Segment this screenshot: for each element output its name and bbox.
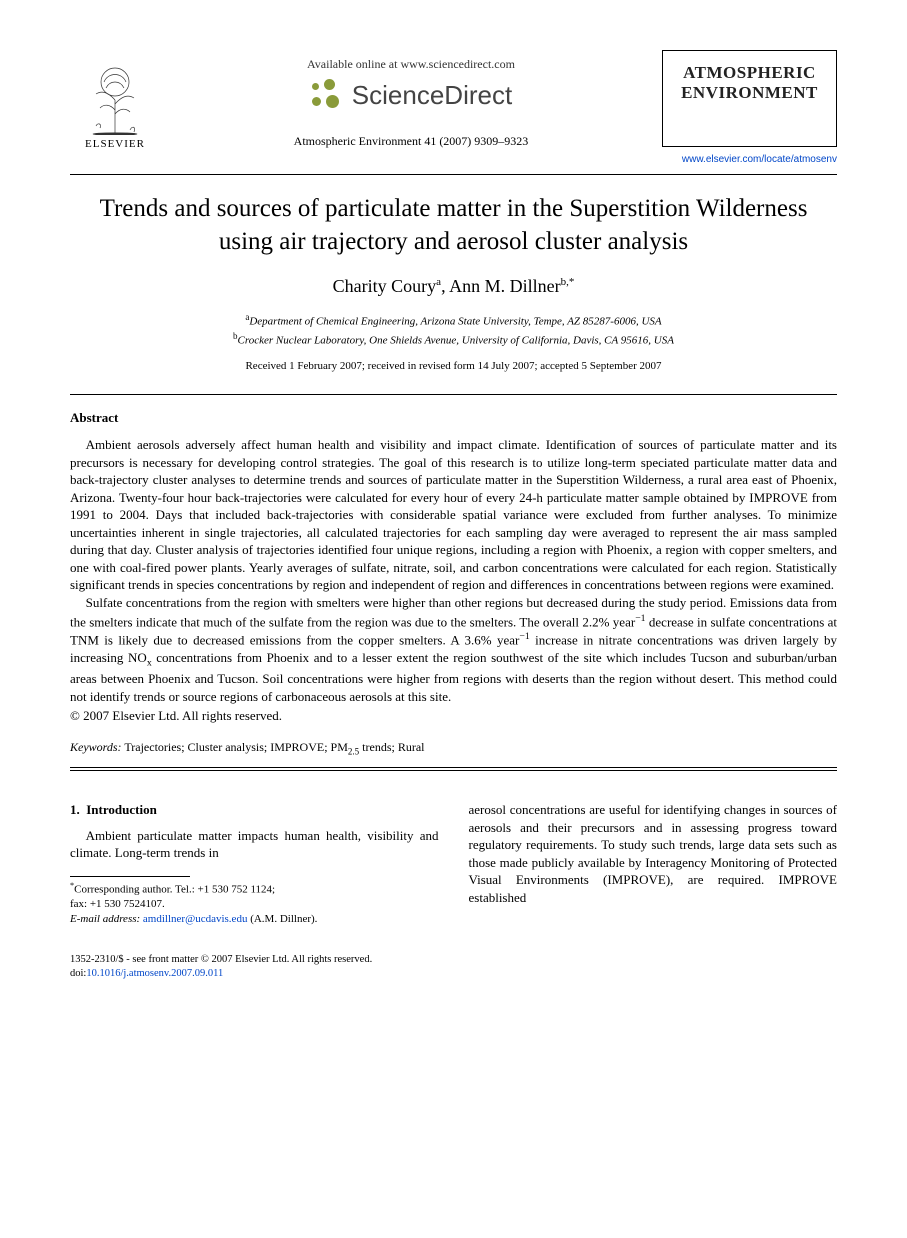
intro-p1-left: Ambient particulate matter impacts human… (70, 827, 439, 862)
journal-box-line2: ENVIRONMENT (671, 83, 828, 103)
article-title: Trends and sources of particulate matter… (70, 193, 837, 258)
fax-line: fax: +1 530 7524107. (70, 897, 439, 912)
left-column: 1. Introduction Ambient particulate matt… (70, 801, 439, 927)
journal-box-line1: ATMOSPHERIC (671, 63, 828, 83)
sciencedirect-text: ScienceDirect (352, 78, 512, 113)
affil-b: Crocker Nuclear Laboratory, One Shields … (238, 334, 674, 346)
section-1-heading: 1. Introduction (70, 801, 439, 819)
front-matter-footer: 1352-2310/$ - see front matter © 2007 El… (70, 953, 837, 981)
doi-line: doi:10.1016/j.atmosenv.2007.09.011 (70, 967, 837, 981)
journal-citation: Atmospheric Environment 41 (2007) 9309–9… (160, 133, 662, 149)
copyright-line: © 2007 Elsevier Ltd. All rights reserved… (70, 707, 837, 725)
intro-p1-right: aerosol concentrations are useful for id… (469, 801, 838, 906)
footnotes: *Corresponding author. Tel.: +1 530 752 … (70, 880, 439, 927)
abstract-p2: Sulfate concentrations from the region w… (70, 594, 837, 705)
keywords-label: Keywords: (70, 740, 122, 754)
elsevier-tree-icon (80, 60, 150, 135)
authors: Charity Courya, Ann M. Dillnerb,* (70, 274, 837, 298)
abstract-body: Ambient aerosols adversely affect human … (70, 436, 837, 725)
journal-url-link[interactable]: www.elsevier.com/locate/atmosenv (662, 153, 837, 167)
journal-box: ATMOSPHERIC ENVIRONMENT (662, 50, 837, 147)
corresponding-mark: * (569, 276, 575, 288)
article-dates: Received 1 February 2007; received in re… (70, 359, 837, 374)
sciencedirect-logo: ScienceDirect (160, 78, 662, 113)
center-header: Available online at www.sciencedirect.co… (160, 50, 662, 149)
abstract-bottom-rule (70, 767, 837, 771)
abstract-heading: Abstract (70, 409, 837, 427)
page-header: ELSEVIER Available online at www.science… (70, 50, 837, 166)
affil-a: Department of Chemical Engineering, Ariz… (249, 315, 661, 327)
available-online-text: Available online at www.sciencedirect.co… (160, 56, 662, 72)
sciencedirect-dots-icon (310, 79, 344, 113)
abstract-p1: Ambient aerosols adversely affect human … (70, 436, 837, 594)
author-2-sup: b, (561, 276, 569, 288)
front-matter-line: 1352-2310/$ - see front matter © 2007 El… (70, 953, 837, 967)
keywords: Keywords: Trajectories; Cluster analysis… (70, 739, 837, 758)
email-line: E-mail address: amdillner@ucdavis.edu (A… (70, 912, 439, 927)
doi-link[interactable]: 10.1016/j.atmosenv.2007.09.011 (86, 968, 223, 979)
email-link[interactable]: amdillner@ucdavis.edu (143, 913, 248, 925)
header-rule (70, 174, 837, 175)
corresponding-footnote: *Corresponding author. Tel.: +1 530 752 … (70, 880, 439, 898)
journal-box-wrap: ATMOSPHERIC ENVIRONMENT www.elsevier.com… (662, 50, 837, 166)
affiliations: aDepartment of Chemical Engineering, Ari… (70, 311, 837, 349)
body-columns: 1. Introduction Ambient particulate matt… (70, 801, 837, 927)
footnote-rule (70, 876, 190, 877)
elsevier-logo-block: ELSEVIER (70, 60, 160, 152)
author-1: Charity Coury (333, 276, 437, 296)
elsevier-label: ELSEVIER (70, 137, 160, 152)
right-column: aerosol concentrations are useful for id… (469, 801, 838, 927)
author-2: Ann M. Dillner (449, 276, 561, 296)
author-1-sup: a (436, 276, 441, 288)
abstract-top-rule (70, 394, 837, 395)
